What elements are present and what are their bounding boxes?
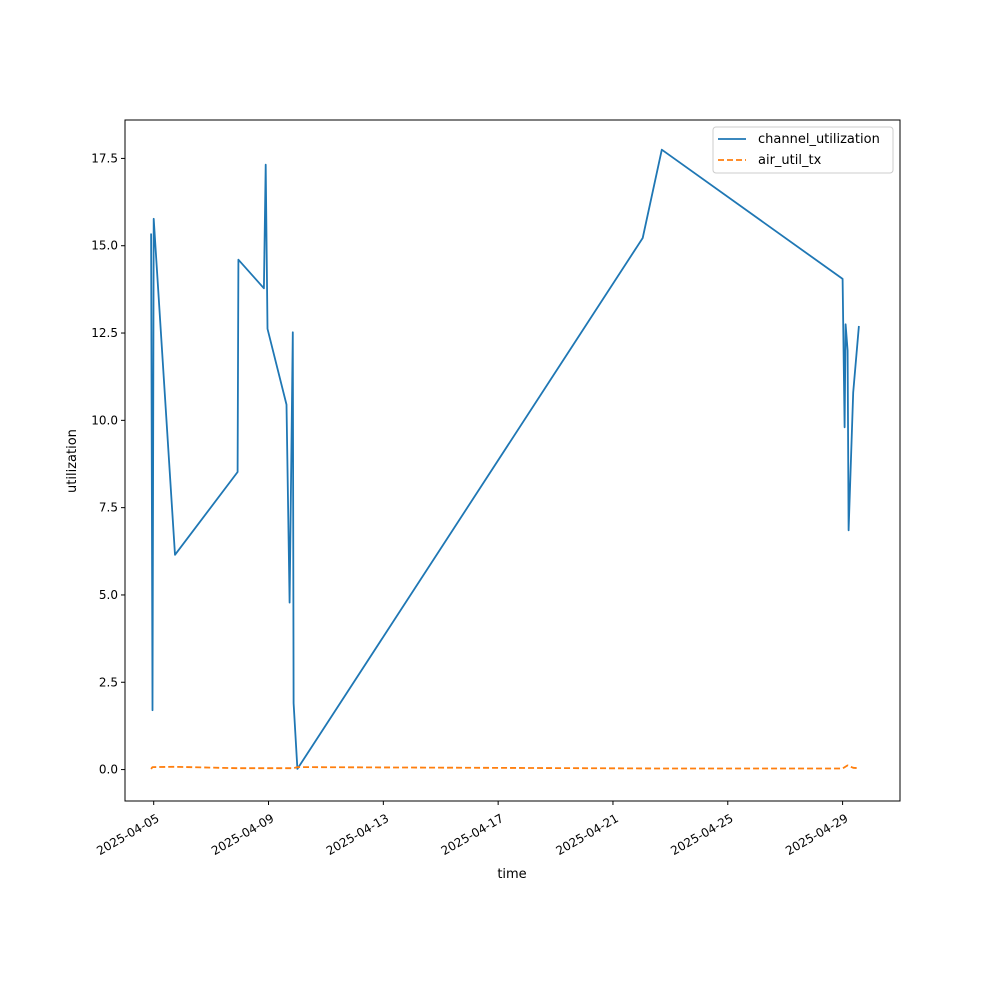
y-tick-label: 0.0 xyxy=(99,763,118,777)
axes-spines xyxy=(124,119,901,802)
series-line-channel-utilization xyxy=(150,148,860,770)
series-line-air-util-tx xyxy=(150,764,859,770)
y-tick-label: 2.5 xyxy=(99,675,118,689)
y-tick-label: 15.0 xyxy=(91,239,118,253)
y-axis-label: utilization xyxy=(65,429,80,493)
legend: channel_utilization air_util_tx xyxy=(712,126,894,174)
plot-area xyxy=(125,120,900,801)
x-axis-label: time xyxy=(497,867,526,882)
y-tick-label: 5.0 xyxy=(99,588,118,602)
y-axis: 0.0 2.5 5.0 7.5 10.0 12.5 15.0 17.5 xyxy=(91,151,125,777)
y-tick-label: 10.0 xyxy=(91,413,118,427)
y-tick-label: 7.5 xyxy=(99,501,118,515)
plot-background xyxy=(125,120,900,801)
y-tick-label: 12.5 xyxy=(91,326,118,340)
legend-label-channel-utilization: channel_utilization xyxy=(758,132,880,147)
y-tick-label: 17.5 xyxy=(91,151,118,165)
legend-label-air-util-tx: air_util_tx xyxy=(758,153,822,168)
axes-frame xyxy=(124,119,901,802)
legend-box xyxy=(712,126,894,174)
series-layer xyxy=(150,148,860,770)
